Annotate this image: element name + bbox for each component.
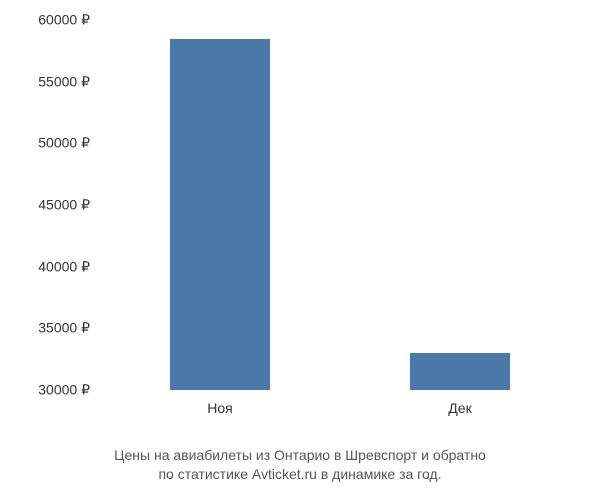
y-tick-label: 30000 ₽ <box>38 382 90 399</box>
y-tick-label: 50000 ₽ <box>38 135 90 152</box>
y-tick-label: 55000 ₽ <box>38 73 90 90</box>
y-axis: 30000 ₽35000 ₽40000 ₽45000 ₽50000 ₽55000… <box>10 20 95 390</box>
bar <box>410 353 511 390</box>
chart-container: 30000 ₽ 35000 ₽ 40000 ₽ 45000 ₽ 50000 ₽ 55000… <box>10 10 590 430</box>
x-tick-label: Дек <box>448 400 471 416</box>
y-tick-label: 35000 ₽ <box>38 320 90 337</box>
x-axis: Ноя Дек <box>100 395 580 425</box>
x-tick-label: Ноя <box>207 400 232 416</box>
y-tick-label: 60000 ₽ <box>38 12 90 29</box>
chart-caption: Цены на авиабилеты из Онтарио в Шревспор… <box>0 446 600 485</box>
caption-line1: Цены на авиабилеты из Онтарио в Шревспор… <box>114 447 486 463</box>
y-tick-label: 40000 ₽ <box>38 258 90 275</box>
bar <box>170 39 271 391</box>
plot-area <box>100 20 580 390</box>
y-tick-label: 45000 ₽ <box>38 197 90 214</box>
caption-line2: по статистике Avticket.ru в динамике за … <box>158 466 441 482</box>
